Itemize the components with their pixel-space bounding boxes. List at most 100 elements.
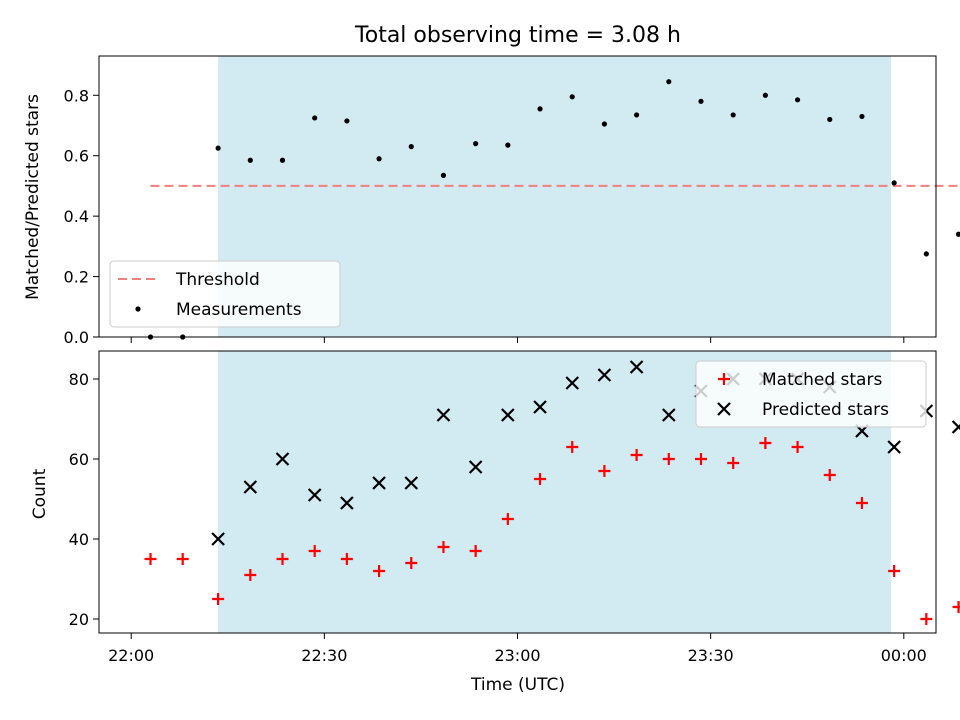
- data-point: [247, 157, 253, 163]
- legend-label: Matched stars: [762, 370, 882, 390]
- y-tick-label: 80: [69, 370, 89, 389]
- data-point: [727, 457, 740, 469]
- data-point: [762, 92, 768, 98]
- data-point: [952, 601, 960, 613]
- legend-box: [695, 360, 927, 428]
- data-point: [211, 532, 225, 546]
- legend-label: Measurements: [176, 300, 302, 320]
- y-tick-label: 40: [69, 530, 89, 549]
- x-axis-label: Time (UTC): [470, 675, 565, 695]
- data-point: [505, 142, 511, 148]
- legend-predicted-swatch: [717, 402, 731, 416]
- legend-box: [109, 260, 341, 328]
- data-point: [405, 557, 418, 569]
- y-tick-label: 0.6: [64, 147, 89, 166]
- x-tick-label: 23:00: [494, 646, 540, 665]
- data-point: [312, 115, 318, 121]
- data-point: [694, 453, 707, 465]
- data-point: [859, 113, 865, 120]
- data-point: [215, 145, 221, 151]
- legend-label: Threshold: [175, 270, 260, 290]
- data-point: [566, 441, 579, 453]
- y-tick-label: 0.2: [64, 268, 89, 287]
- legend: Threshold Measurements: [109, 260, 341, 328]
- data-point: [920, 613, 933, 625]
- data-point: [275, 452, 290, 466]
- data-point: [601, 121, 608, 127]
- data-point: [955, 231, 960, 237]
- data-point: [243, 480, 258, 494]
- data-point: [951, 420, 960, 434]
- data-point: [533, 400, 547, 414]
- data-point: [404, 476, 419, 490]
- data-point: [791, 441, 804, 453]
- data-point: [468, 460, 483, 474]
- data-point: [823, 469, 836, 481]
- data-point: [501, 408, 515, 422]
- data-point: [888, 565, 901, 577]
- data-point: [344, 118, 350, 124]
- data-point: [440, 172, 447, 178]
- data-point: [212, 593, 225, 605]
- legend-measurements-swatch: [135, 306, 141, 312]
- y-tick-label: 0.0: [64, 328, 89, 347]
- data-point: [569, 94, 575, 100]
- data-point: [373, 565, 386, 577]
- data-point: [597, 368, 612, 382]
- data-point: [923, 251, 929, 257]
- data-point: [855, 497, 868, 509]
- data-point: [662, 408, 676, 422]
- data-point: [537, 106, 543, 112]
- data-point: [666, 79, 672, 85]
- data-point: [759, 437, 772, 449]
- x-tick-label: 23:30: [688, 646, 734, 665]
- bottom-y-axis-label: Count: [30, 468, 50, 519]
- series-matched-stars: [144, 437, 960, 625]
- data-point: [436, 408, 451, 422]
- data-point: [279, 157, 286, 163]
- data-point: [340, 553, 353, 565]
- data-point: [372, 476, 386, 490]
- data-point: [376, 156, 382, 162]
- y-tick-label: 0.8: [64, 86, 89, 105]
- data-point: [437, 541, 450, 553]
- top-y-axis-label: Matched/Predicted stars: [23, 94, 43, 300]
- data-point: [307, 488, 322, 502]
- chart-title: Total observing time = 3.08 h: [354, 23, 681, 48]
- data-point: [698, 98, 704, 104]
- top-panel: 0.0 0.2 0.4 0.6 0.8 Threshold Measurements: [64, 55, 960, 347]
- data-point: [887, 440, 901, 454]
- data-point: [794, 97, 801, 103]
- data-point: [534, 473, 547, 485]
- y-tick-label: 20: [69, 610, 89, 629]
- data-point: [144, 553, 157, 565]
- legend-matched-swatch: [718, 373, 730, 385]
- data-point: [662, 453, 675, 465]
- data-point: [340, 496, 354, 510]
- legend-label: Predicted stars: [762, 400, 889, 420]
- data-point: [501, 513, 514, 525]
- data-point: [598, 465, 611, 477]
- y-tick-label: 60: [69, 450, 89, 469]
- data-point: [176, 553, 189, 565]
- data-point: [630, 449, 643, 461]
- data-point: [629, 360, 644, 374]
- data-point: [408, 144, 414, 150]
- bottom-panel: 2040608022:0022:3023:0023:3000:0000:3001…: [69, 350, 960, 665]
- legend: Matched stars Predicted stars: [695, 360, 927, 428]
- x-tick-label: 22:30: [301, 646, 347, 665]
- data-point: [308, 545, 321, 557]
- x-tick-label: 22:00: [108, 646, 154, 665]
- x-tick-label: 00:00: [881, 646, 927, 665]
- data-point: [634, 112, 640, 118]
- data-point: [827, 116, 833, 123]
- data-point: [565, 376, 580, 390]
- data-point: [473, 141, 479, 147]
- data-point: [891, 180, 897, 186]
- data-point: [730, 112, 736, 118]
- data-point: [469, 545, 482, 557]
- data-point: [276, 553, 289, 565]
- data-point: [244, 569, 257, 581]
- y-tick-label: 0.4: [64, 207, 89, 226]
